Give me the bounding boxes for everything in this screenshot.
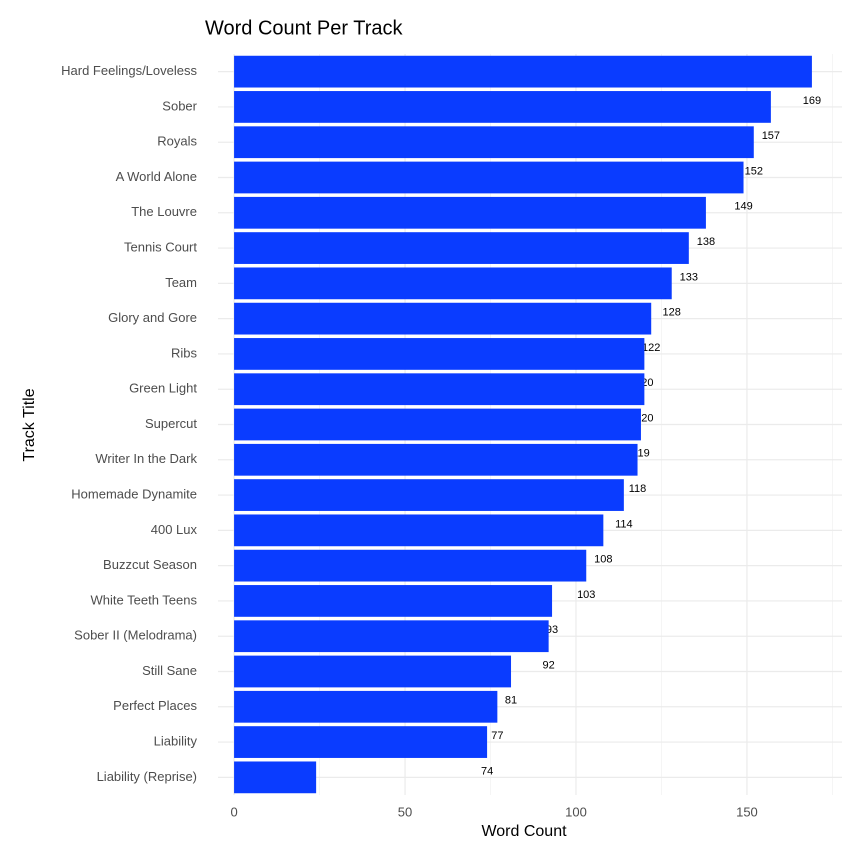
bar <box>234 479 624 511</box>
bar <box>234 338 645 370</box>
data-label: 118 <box>629 483 647 495</box>
y-tick-label: Royals <box>157 134 197 149</box>
bar <box>234 514 604 547</box>
data-label: 114 <box>615 518 633 530</box>
y-tick-label: Writer In the Dark <box>95 451 197 466</box>
x-tick-label: 100 <box>565 804 587 819</box>
bar <box>234 655 512 688</box>
data-label: 92 <box>543 659 555 671</box>
y-tick-label: Sober <box>162 98 197 113</box>
y-tick-label: Glory and Gore <box>108 310 197 325</box>
bar <box>234 726 488 758</box>
x-tick-label: 150 <box>736 804 758 819</box>
data-label: 149 <box>734 201 752 213</box>
y-tick-label: Homemade Dynamite <box>71 487 197 502</box>
bar <box>234 620 549 653</box>
data-label: 152 <box>745 165 763 177</box>
data-label: 169 <box>803 95 821 107</box>
x-tick-label: 0 <box>230 804 237 819</box>
bar <box>234 161 744 194</box>
y-tick-label: Buzzcut Season <box>103 557 197 572</box>
x-axis-title: Word Count <box>481 823 567 840</box>
bar <box>234 761 317 794</box>
data-label: 103 <box>577 589 595 601</box>
y-tick-label: Liability <box>154 734 198 749</box>
x-tick-label: 50 <box>398 804 412 819</box>
y-tick-label: White Teeth Teens <box>91 592 198 607</box>
data-label: 138 <box>697 236 715 248</box>
y-tick-label: A World Alone <box>116 169 197 184</box>
y-tick-label: Hard Feelings/Loveless <box>61 63 197 78</box>
y-tick-label: Liability (Reprise) <box>97 769 197 784</box>
y-tick-label: Still Sane <box>142 663 197 678</box>
y-axis-title: Track Title <box>21 388 38 461</box>
data-label: 77 <box>491 730 503 742</box>
bar <box>234 91 771 123</box>
bar <box>234 196 706 229</box>
y-tick-label: Sober II (Melodrama) <box>74 628 197 643</box>
bar <box>234 302 652 335</box>
bar <box>234 549 587 582</box>
data-label: 93 <box>546 624 558 636</box>
data-label: 122 <box>642 342 660 354</box>
bar <box>234 585 553 617</box>
y-tick-label: Team <box>165 275 197 290</box>
y-tick-label: Perfect Places <box>113 698 197 713</box>
data-label: 81 <box>505 695 517 707</box>
bar <box>234 267 672 300</box>
bar <box>234 126 754 159</box>
bar <box>234 408 641 441</box>
y-tick-label: The Louvre <box>131 204 197 219</box>
data-label: 157 <box>762 130 780 142</box>
y-tick-label: 400 Lux <box>151 522 198 537</box>
bar <box>234 373 645 406</box>
data-label: 128 <box>663 307 681 319</box>
bar <box>234 232 689 264</box>
data-label: 74 <box>481 765 493 777</box>
chart-title: Word Count Per Track <box>205 17 403 39</box>
data-label: 108 <box>594 554 612 566</box>
data-label: 133 <box>680 271 698 283</box>
y-tick-label: Supercut <box>145 416 197 431</box>
y-tick-label: Ribs <box>171 345 198 360</box>
y-tick-label: Tennis Court <box>124 240 197 255</box>
bar <box>234 55 812 88</box>
bar <box>234 443 638 476</box>
bar <box>234 690 498 723</box>
y-tick-label: Green Light <box>129 381 197 396</box>
